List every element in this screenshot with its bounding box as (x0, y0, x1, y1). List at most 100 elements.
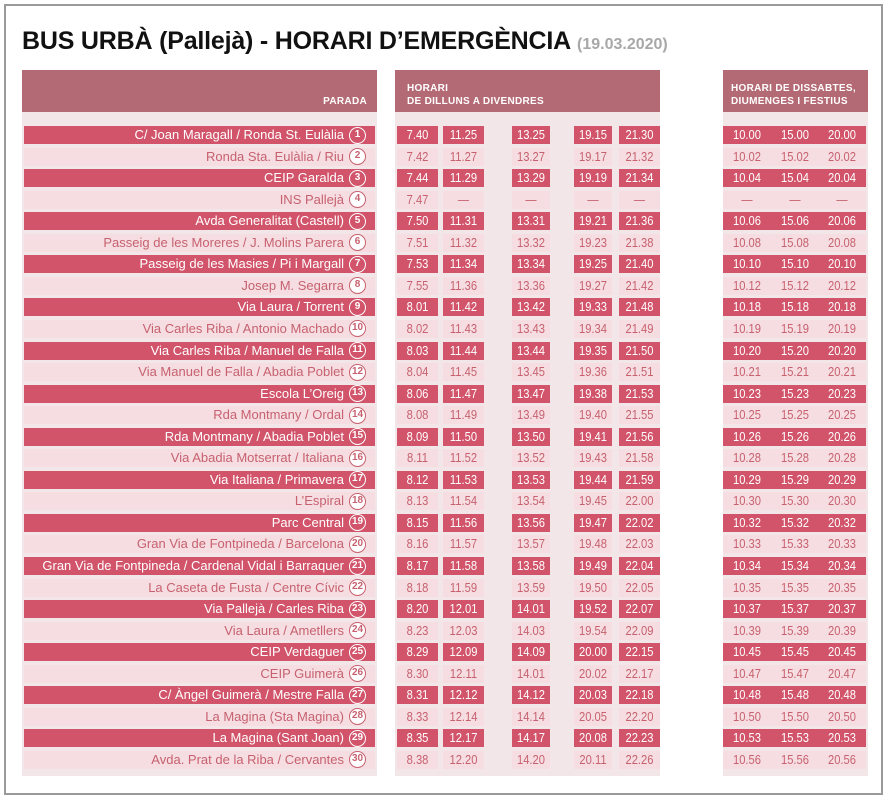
weekend-time: 20.20 (827, 342, 856, 358)
weekday-time-box (443, 686, 484, 705)
stop-name: CEIP Guimerà (260, 665, 344, 681)
weekday-time: 19.47 (578, 514, 607, 530)
weekend-time: 20.34 (827, 558, 856, 573)
stop-name: CEIP Garalda (264, 170, 344, 186)
weekend-time: 15.18 (780, 299, 809, 315)
weekday-time-box (574, 169, 612, 188)
weekday-time: 19.40 (578, 407, 607, 423)
weekday-time: 21.51 (625, 364, 654, 380)
weekend-time: 20.30 (827, 493, 856, 509)
weekend-time: 10.30 (732, 493, 761, 509)
weekday-time-box (443, 513, 484, 532)
weekday-time: 11.59 (449, 579, 478, 595)
weekday-time-box (512, 449, 550, 468)
weekday-time-box (397, 600, 438, 619)
weekend-time: 10.00 (732, 127, 761, 142)
weekday-time: 19.50 (578, 579, 607, 595)
weekday-time-box (512, 621, 550, 640)
weekday-time: 11.58 (449, 558, 478, 573)
weekday-time-box (443, 707, 484, 726)
weekday-time: 11.43 (449, 320, 478, 336)
weekend-time: 10.29 (732, 471, 761, 487)
stop-number-badge: 8 (349, 277, 366, 295)
weekend-time: 10.26 (732, 428, 761, 444)
stop-bar (24, 513, 375, 532)
weekday-time-box (512, 319, 550, 338)
stop-number-badge: 20 (349, 535, 366, 553)
weekday-time: 14.01 (516, 665, 545, 681)
weekend-time: 10.53 (732, 730, 761, 746)
weekend-time: 20.21 (827, 364, 856, 380)
weekday-time: 11.29 (449, 170, 478, 186)
weekday-time: 22.03 (625, 536, 654, 552)
weekend-time: 20.53 (827, 730, 856, 746)
weekday-time: 12.17 (449, 730, 478, 746)
weekday-time-box (619, 643, 660, 662)
weekend-time-box (723, 276, 866, 295)
weekend-time: 15.25 (780, 407, 809, 423)
weekday-time-box (512, 643, 550, 662)
weekday-time-box (574, 255, 612, 274)
weekday-time-box (397, 427, 438, 446)
weekend-time: 10.08 (732, 234, 761, 250)
weekday-time-box (443, 557, 484, 575)
stop-bar (24, 621, 375, 640)
weekday-time-box (443, 470, 484, 489)
stop-number-badge: 21 (349, 557, 366, 575)
weekday-time-box (512, 557, 550, 575)
weekday-time: 22.07 (625, 601, 654, 617)
weekday-time-box (619, 212, 660, 231)
stop-number-badge: 3 (349, 169, 366, 187)
weekday-time: 8.09 (406, 428, 429, 444)
weekday-time-box (574, 729, 612, 748)
weekday-time: 8.18 (406, 579, 429, 595)
weekend-time: 20.12 (827, 277, 856, 293)
weekday-time: 21.49 (625, 320, 654, 336)
weekend-time: 10.34 (732, 558, 761, 573)
weekday-time: 13.27 (516, 148, 545, 164)
weekday-time: 7.42 (406, 148, 429, 164)
weekday-time: 7.55 (406, 277, 429, 293)
weekday-time: 13.52 (516, 450, 545, 466)
stop-number-badge: 13 (349, 385, 366, 403)
stop-name: Via Manuel de Falla / Abadia Poblet (138, 364, 344, 380)
weekend-time: 20.48 (827, 687, 856, 703)
weekend-time-box (723, 664, 866, 683)
weekday-time-box (397, 449, 438, 468)
weekday-time: 11.27 (449, 148, 478, 164)
weekday-time-box (619, 621, 660, 640)
stop-number-badge: 1 (349, 126, 366, 144)
weekend-time-box (723, 341, 866, 360)
weekday-time-box (512, 578, 550, 597)
weekday-time-box (619, 169, 660, 188)
weekday-time-box (574, 276, 612, 295)
weekday-time-box (574, 470, 612, 489)
weekday-time: 12.14 (449, 708, 478, 724)
stop-number-badge: 30 (349, 751, 366, 769)
weekday-time-box (443, 600, 484, 619)
stop-bar (24, 750, 375, 769)
weekday-time-box (574, 147, 612, 166)
weekday-time-box (512, 492, 550, 511)
weekday-time: 20.03 (578, 687, 607, 703)
stop-name: La Caseta de Fusta / Centre Cívic (148, 579, 344, 595)
weekday-time-box (397, 578, 438, 597)
stop-bar (24, 212, 375, 231)
weekday-time-box (512, 298, 550, 317)
weekend-time: 10.32 (732, 514, 761, 530)
weekday-time-box (443, 449, 484, 468)
weekday-time-box (619, 535, 660, 554)
weekend-time: 20.35 (827, 579, 856, 595)
weekday-time: 11.53 (449, 471, 478, 487)
weekend-time: 15.06 (780, 213, 809, 229)
weekday-time-box (619, 750, 660, 769)
weekend-time: 15.19 (780, 320, 809, 336)
weekday-time-box (443, 147, 484, 166)
stop-bar (24, 363, 375, 382)
stop-bar (24, 470, 375, 489)
weekday-time: 13.45 (516, 364, 545, 380)
weekend-time: 10.19 (732, 320, 761, 336)
weekday-time-box (619, 319, 660, 338)
weekday-time: — (457, 191, 470, 207)
weekday-time-box (512, 470, 550, 489)
